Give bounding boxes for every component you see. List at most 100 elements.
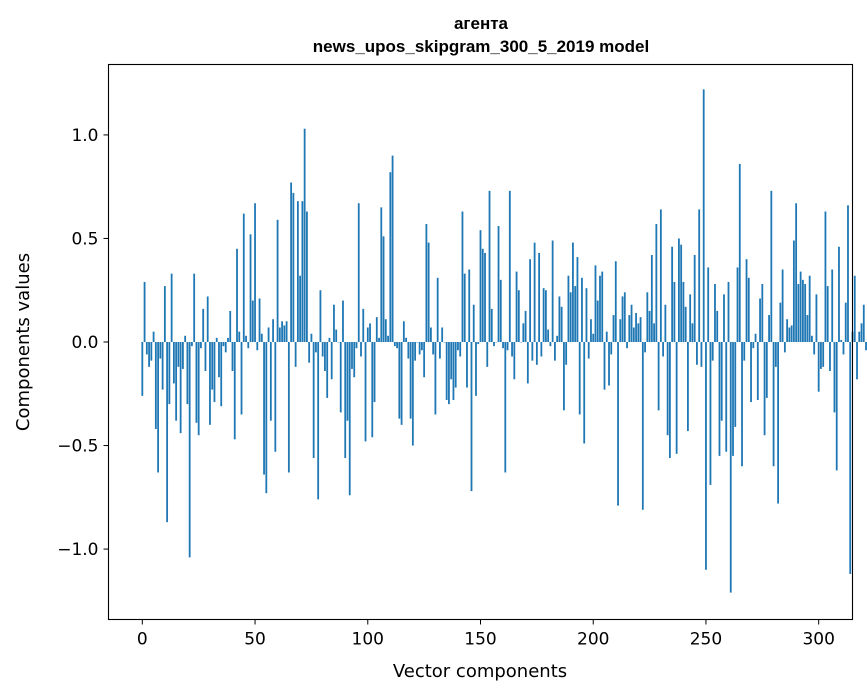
bar bbox=[391, 155, 394, 342]
bar bbox=[847, 205, 849, 342]
bar bbox=[186, 342, 189, 405]
bar bbox=[411, 342, 414, 446]
bar bbox=[238, 331, 241, 342]
bar bbox=[484, 252, 486, 342]
bar bbox=[470, 342, 473, 492]
bar bbox=[380, 207, 383, 342]
bar bbox=[603, 342, 606, 390]
y-axis-label: Components values bbox=[13, 253, 34, 431]
bar bbox=[628, 315, 631, 342]
plot-frame bbox=[107, 63, 854, 621]
bar bbox=[402, 321, 405, 342]
bar bbox=[517, 290, 520, 342]
bar bbox=[860, 323, 863, 342]
bar bbox=[558, 296, 561, 342]
bar bbox=[842, 342, 845, 355]
bar bbox=[698, 209, 701, 342]
bar bbox=[420, 342, 423, 351]
bar bbox=[193, 273, 196, 342]
y-tick-label: −0.5 bbox=[57, 437, 98, 457]
bar bbox=[560, 306, 563, 342]
bar bbox=[278, 327, 281, 342]
bar bbox=[617, 342, 619, 506]
x-tick-label: 50 bbox=[244, 630, 266, 650]
bar bbox=[294, 342, 297, 367]
bar bbox=[802, 279, 804, 342]
bar bbox=[569, 292, 572, 342]
bar bbox=[862, 304, 865, 342]
bar bbox=[328, 337, 331, 342]
bar bbox=[175, 342, 178, 421]
bar bbox=[488, 190, 491, 342]
bar bbox=[150, 342, 153, 361]
bar bbox=[822, 342, 825, 367]
bar bbox=[168, 342, 171, 405]
bar bbox=[290, 182, 293, 342]
bar bbox=[445, 342, 448, 400]
bar bbox=[612, 315, 615, 342]
bar bbox=[623, 292, 626, 342]
bar bbox=[522, 323, 525, 342]
bar bbox=[360, 342, 362, 357]
bar bbox=[524, 310, 527, 342]
x-tick-label: 0 bbox=[137, 630, 148, 650]
bar bbox=[671, 246, 674, 342]
bar bbox=[556, 335, 559, 342]
bar bbox=[506, 342, 509, 351]
bar bbox=[172, 342, 175, 384]
bar bbox=[184, 335, 187, 342]
bar bbox=[621, 296, 624, 342]
bar bbox=[515, 271, 518, 342]
bar bbox=[632, 327, 635, 342]
bar bbox=[865, 342, 867, 351]
bar bbox=[396, 342, 398, 349]
bar bbox=[301, 201, 304, 342]
bar bbox=[450, 342, 453, 380]
bar bbox=[366, 327, 369, 342]
bar bbox=[781, 269, 784, 342]
bar bbox=[355, 342, 358, 349]
bar bbox=[759, 298, 761, 342]
bar bbox=[296, 201, 299, 342]
bar bbox=[274, 342, 277, 452]
bar bbox=[811, 335, 813, 342]
bar bbox=[761, 284, 764, 342]
bar bbox=[817, 342, 820, 392]
bar bbox=[387, 335, 389, 342]
bar bbox=[317, 342, 320, 500]
bar bbox=[188, 342, 191, 558]
bar bbox=[725, 342, 728, 452]
bar bbox=[344, 342, 347, 458]
bar bbox=[321, 342, 324, 357]
bar bbox=[858, 331, 861, 342]
bar bbox=[504, 342, 507, 473]
bar bbox=[544, 290, 547, 342]
bar bbox=[364, 342, 367, 442]
bar bbox=[477, 342, 480, 345]
bar bbox=[315, 342, 317, 353]
bar bbox=[630, 304, 633, 342]
bar bbox=[468, 269, 471, 342]
bar bbox=[452, 342, 455, 400]
bar bbox=[373, 342, 376, 403]
bar bbox=[375, 317, 378, 342]
bar bbox=[682, 281, 685, 342]
bar bbox=[723, 294, 725, 342]
bar bbox=[170, 273, 173, 342]
y-tick-label: 0.0 bbox=[71, 333, 98, 353]
bar bbox=[393, 342, 396, 347]
bar bbox=[200, 342, 202, 349]
bar bbox=[729, 342, 732, 593]
bar bbox=[490, 308, 493, 342]
bar bbox=[335, 329, 338, 342]
bar bbox=[680, 244, 683, 342]
bar bbox=[574, 286, 577, 342]
bar bbox=[599, 275, 601, 342]
bar bbox=[610, 342, 613, 355]
bar bbox=[161, 342, 164, 390]
bar bbox=[619, 319, 622, 342]
bar bbox=[511, 342, 513, 357]
bar bbox=[369, 323, 371, 342]
bar bbox=[195, 342, 198, 423]
bar bbox=[592, 333, 595, 342]
